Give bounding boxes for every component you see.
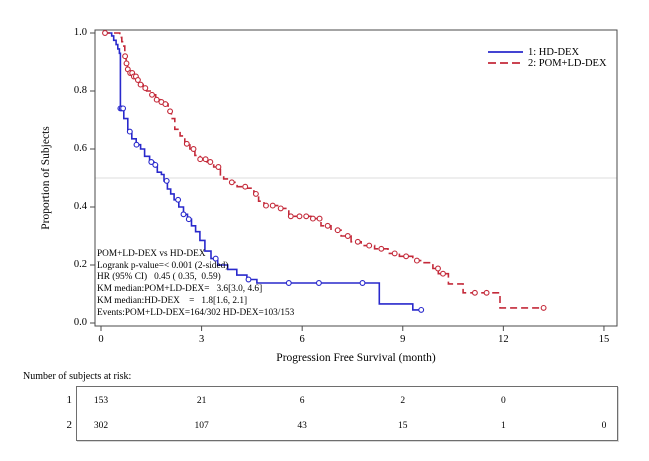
censor-mark-pom-ld-dex (123, 60, 130, 67)
risk-count: 6 (299, 396, 305, 406)
legend-label-hd-dex: 1: HD-DEX (528, 47, 580, 58)
censor-mark-hd-dex (126, 128, 133, 135)
legend-label-pom-ld-dex: 2: POM+LD-DEX (528, 58, 607, 69)
y-tick-label: 0.4 (73, 201, 87, 212)
censor-mark-pom-ld-dex (413, 257, 420, 264)
censor-mark-pom-ld-dex (287, 213, 294, 220)
censor-mark-pom-ld-dex (435, 265, 441, 272)
censor-mark-pom-ld-dex (440, 270, 446, 277)
censor-mark-pom-ld-dex (366, 242, 373, 249)
censor-mark-pom-ld-dex (183, 140, 190, 147)
censor-mark-pom-ld-dex (102, 30, 108, 36)
censor-mark-pom-ld-dex (142, 85, 149, 92)
annotation-logrank: Logrank p-value=< 0.001 (2-sided) (97, 260, 229, 271)
plot-frame (94, 29, 618, 327)
censor-mark-hd-dex (180, 211, 187, 218)
censor-mark-pom-ld-dex (309, 215, 316, 222)
annotation-events: Events:POM+LD-DEX=164/302 HD-DEX=103/153 (97, 307, 295, 318)
risk-table-title: Number of subjects at risk: (23, 371, 132, 382)
censor-mark-hd-dex (315, 280, 322, 286)
censor-mark-hd-dex (418, 306, 425, 313)
risk-count: 1 (500, 421, 506, 431)
x-tick-label: 12 (498, 334, 509, 345)
risk-table-box (76, 386, 618, 441)
censor-mark-pom-ld-dex (162, 101, 169, 108)
risk-count: 43 (297, 421, 307, 431)
censor-mark-hd-dex (175, 196, 182, 203)
censor-mark-pom-ld-dex (540, 304, 547, 311)
x-tick-label: 9 (400, 334, 406, 345)
censor-mark-hd-dex (152, 161, 159, 168)
y-tick-label: 0.8 (73, 85, 87, 96)
annotation-km-median-hd: KM median:HD-DEX = 1.8[1.6, 2.1] (97, 295, 248, 306)
censor-mark-pom-ld-dex (149, 91, 155, 98)
censor-mark-pom-ld-dex (137, 81, 144, 88)
risk-count: 107 (194, 421, 209, 431)
censor-mark-pom-ld-dex (316, 215, 323, 222)
censor-mark-pom-ld-dex (403, 253, 410, 260)
censor-mark-pom-ld-dex (334, 227, 341, 234)
censor-mark-pom-ld-dex (303, 213, 310, 220)
censor-mark-pom-ld-dex (378, 245, 385, 252)
y-axis-title: Proportion of Subjects (40, 126, 52, 230)
censor-mark-pom-ld-dex (134, 77, 141, 83)
censor-mark-hd-dex (120, 105, 127, 112)
y-tick-label: 0.6 (73, 143, 87, 154)
censor-mark-pom-ld-dex (190, 146, 197, 152)
censor-mark-hd-dex (133, 141, 140, 148)
censor-mark-pom-ld-dex (354, 238, 361, 245)
x-tick-label: 3 (198, 334, 205, 345)
annotation-comparison: POM+LD-DEX vs HD-DEX (97, 249, 206, 259)
risk-row-label-2: 2 (66, 419, 73, 431)
censor-mark-pom-ld-dex (228, 179, 235, 186)
risk-count: 15 (398, 421, 408, 431)
censor-mark-pom-ld-dex (391, 250, 398, 257)
risk-count: 21 (196, 396, 207, 406)
censor-mark-pom-ld-dex (277, 205, 284, 212)
risk-row-label-1: 1 (66, 394, 73, 406)
risk-count: 2 (400, 396, 406, 406)
x-axis-title: Progression Free Survival (month) (276, 352, 436, 364)
x-tick-label: 15 (598, 334, 610, 345)
censor-mark-pom-ld-dex (167, 108, 174, 115)
censor-mark-pom-ld-dex (269, 202, 276, 209)
censor-mark-pom-ld-dex (344, 233, 351, 239)
risk-count: 0 (601, 421, 607, 431)
censor-mark-pom-ld-dex (471, 289, 478, 296)
censor-mark-pom-ld-dex (215, 164, 222, 170)
x-tick-label: 6 (299, 334, 305, 345)
y-tick-label: 0.2 (73, 259, 87, 270)
annotation-hazard-ratio: HR (95% CI) 0.45 ( 0.35, 0.59) (97, 272, 221, 283)
censor-mark-hd-dex (148, 159, 155, 165)
censor-mark-pom-ld-dex (483, 289, 490, 296)
censor-mark-pom-ld-dex (197, 156, 204, 163)
x-tick-label: 0 (98, 334, 104, 345)
censor-mark-hd-dex (185, 216, 192, 223)
y-tick-label: 0.0 (73, 317, 87, 328)
censor-mark-pom-ld-dex (296, 213, 303, 220)
stats-annotation-block: POM+LD-DEX vs HD-DEX Logrank p-value=< 0… (97, 249, 294, 319)
censor-mark-hd-dex (245, 276, 252, 283)
km-curve-pom-ld-dex (103, 32, 544, 309)
censor-mark-hd-dex (359, 280, 366, 286)
risk-count: 302 (93, 421, 109, 431)
censor-mark-hd-dex (212, 255, 219, 262)
risk-count: 153 (93, 396, 109, 406)
risk-count: 0 (500, 396, 506, 406)
censor-mark-pom-ld-dex (202, 156, 209, 163)
censor-mark-pom-ld-dex (252, 190, 259, 197)
censor-mark-pom-ld-dex (263, 202, 269, 209)
y-tick-label: 1.0 (73, 27, 87, 38)
censor-mark-pom-ld-dex (324, 222, 331, 229)
censor-mark-pom-ld-dex (207, 159, 214, 165)
censor-mark-pom-ld-dex (242, 183, 249, 190)
censor-mark-pom-ld-dex (122, 53, 129, 60)
censor-mark-hd-dex (285, 280, 292, 286)
annotation-km-median-pom: KM median:POM+LD-DEX= 3.6[3.0, 4.6] (97, 284, 263, 295)
censor-mark-pom-ld-dex (153, 96, 160, 103)
censor-mark-hd-dex (163, 177, 170, 184)
